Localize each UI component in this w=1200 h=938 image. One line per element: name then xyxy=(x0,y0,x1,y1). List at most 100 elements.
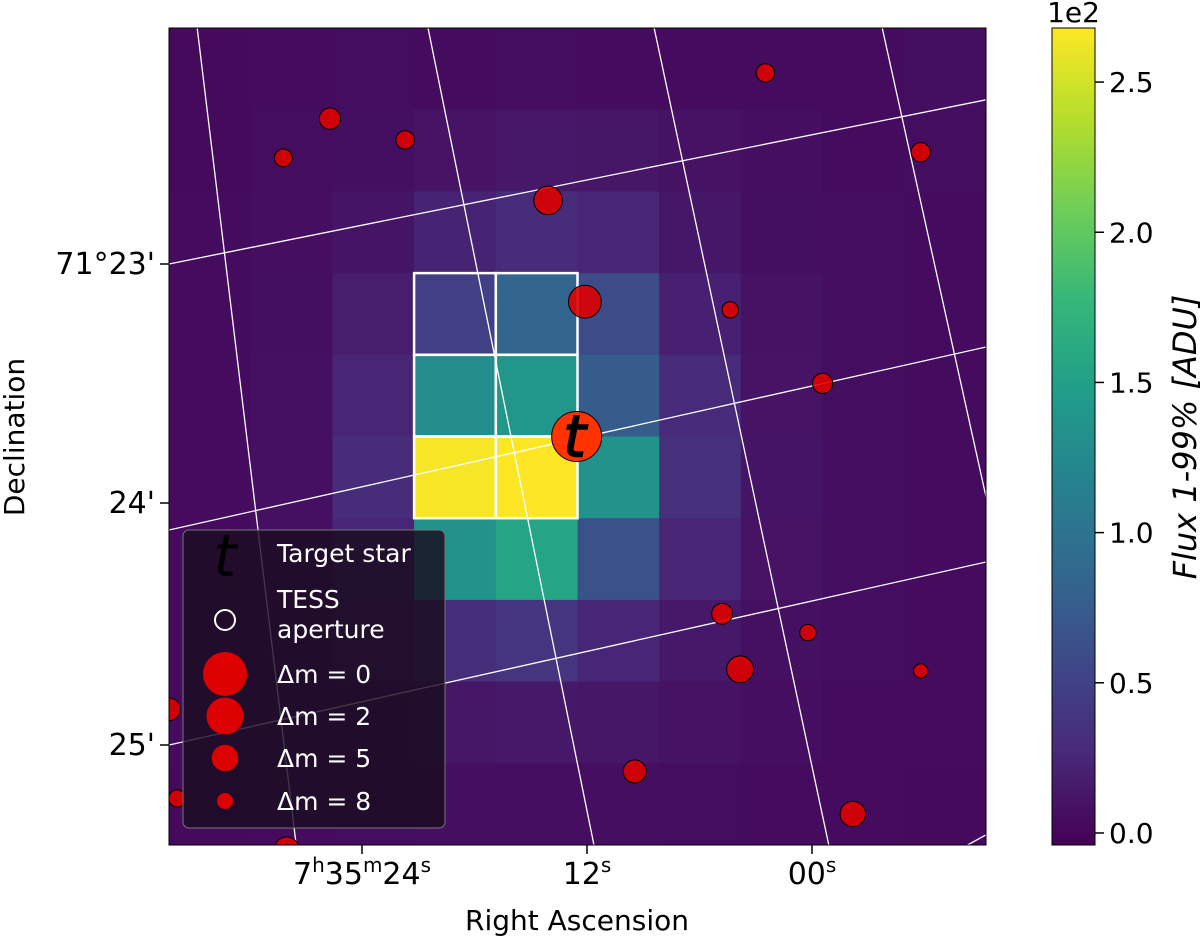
flux-pixel xyxy=(169,354,252,438)
colorbar-tick-label: 1.0 xyxy=(1109,517,1154,550)
star-marker xyxy=(726,655,755,684)
star-marker xyxy=(721,301,739,319)
flux-pixel xyxy=(577,763,660,845)
legend-label-dm: Δm = 5 xyxy=(277,744,371,773)
colorbar-tick-label: 2.5 xyxy=(1109,66,1154,99)
star-marker xyxy=(799,623,817,642)
flux-pixel xyxy=(169,28,252,111)
flux-pixel xyxy=(332,354,415,438)
flux-pixel xyxy=(659,28,742,111)
flux-pixel xyxy=(577,518,660,601)
target-marker: t xyxy=(551,402,603,471)
y-tick-label: 71°23' xyxy=(55,247,155,282)
target-star-letter: t xyxy=(563,403,588,471)
flux-pixel xyxy=(904,28,986,111)
star-marker xyxy=(318,107,342,130)
legend: t Target star TESS aperture Δm = 0 Δm = 2 Δm =… xyxy=(182,522,446,829)
flux-pixel xyxy=(822,273,905,356)
flux-pixel xyxy=(740,763,824,845)
flux-pixel xyxy=(250,354,333,438)
flux-pixel xyxy=(659,518,742,601)
star-marker xyxy=(812,372,834,394)
legend-dm-symbol xyxy=(203,652,247,696)
y-axis-ticks: 71°23' 24' 25' xyxy=(55,247,169,763)
flux-pixel xyxy=(250,436,333,519)
flux-pixel xyxy=(169,436,252,519)
colorbar: 0.0 0.5 1.0 1.5 2.0 2.5 1e2 Flux 1-99% [ADU] xyxy=(1047,0,1200,850)
flux-pixel xyxy=(822,763,905,845)
legend-label-dm: Δm = 0 xyxy=(277,660,371,689)
legend-label-aperture: TESS aperture xyxy=(276,585,385,644)
legend-label-dm: Δm = 8 xyxy=(277,787,371,816)
flux-pixel xyxy=(414,273,497,356)
y-axis-label: Declination xyxy=(0,358,31,516)
ra-grid-line xyxy=(653,28,830,845)
star-marker xyxy=(622,759,647,784)
flux-pixel xyxy=(822,109,905,192)
star-marker xyxy=(755,63,776,83)
colorbar-exponent: 1e2 xyxy=(1047,0,1100,29)
flux-pixel xyxy=(169,273,252,356)
flux-pixel xyxy=(414,354,497,438)
flux-pixel xyxy=(495,28,579,111)
flux-pixel xyxy=(495,763,579,845)
flux-pixel xyxy=(169,109,252,192)
flux-pixel xyxy=(659,436,742,519)
flux-pixel xyxy=(414,191,497,274)
flux-pixel xyxy=(740,273,824,356)
colorbar-tick-label: 0.0 xyxy=(1109,817,1154,850)
x-tick-label: 12s xyxy=(563,853,612,892)
colorbar-label: Flux 1-99% [ADU] xyxy=(1166,295,1200,580)
aperture-pixel xyxy=(494,435,579,520)
ra-grid-line xyxy=(427,28,595,845)
flux-pixel xyxy=(740,436,824,519)
x-tick-label: 00s xyxy=(788,853,837,892)
x-axis-label: Right Ascension xyxy=(465,904,689,937)
target-star-marker xyxy=(551,411,603,462)
legend-dm-symbol xyxy=(217,793,233,809)
flux-pixel xyxy=(822,681,905,764)
flux-pixel xyxy=(250,273,333,356)
flux-pixel xyxy=(577,109,660,192)
flux-pixel xyxy=(659,763,742,845)
flux-pixel xyxy=(740,28,824,111)
colorbar-tick-label: 1.5 xyxy=(1109,366,1154,399)
x-axis-ticks: 7h35m24s 12s 00s xyxy=(293,845,836,892)
flux-pixel xyxy=(740,354,824,438)
flux-pixel xyxy=(414,436,497,519)
flux-pixel xyxy=(414,109,497,192)
star-marker xyxy=(274,836,299,845)
y-tick-label: 24' xyxy=(109,486,155,521)
flux-pixel xyxy=(495,599,579,683)
flux-pixel xyxy=(822,191,905,274)
flux-pixel xyxy=(822,436,905,519)
star-marker xyxy=(533,185,563,216)
colorbar-gradient xyxy=(1051,27,1096,846)
flux-pixel xyxy=(740,518,824,601)
plot-frame xyxy=(168,27,987,846)
legend-aperture-symbol xyxy=(214,609,236,631)
flux-pixel xyxy=(414,28,497,111)
ra-grid-line xyxy=(881,28,986,500)
flux-pixel xyxy=(740,109,824,192)
flux-pixel xyxy=(332,191,415,274)
flux-pixel xyxy=(250,28,333,111)
flux-pixel xyxy=(659,191,742,274)
legend-box xyxy=(182,529,446,829)
star-marker xyxy=(711,602,734,625)
flux-pixel xyxy=(659,109,742,192)
star-markers xyxy=(169,63,931,845)
flux-pixel xyxy=(904,518,986,601)
star-marker xyxy=(913,663,929,679)
legend-dm-symbol xyxy=(211,744,239,772)
flux-pixel xyxy=(822,354,905,438)
flux-pixel xyxy=(659,681,742,764)
flux-pixel xyxy=(822,599,905,683)
star-marker xyxy=(395,130,415,150)
legend-target-symbol: t xyxy=(214,522,239,590)
flux-pixel xyxy=(332,273,415,356)
colorbar-ticks: 0.0 0.5 1.0 1.5 2.0 2.5 xyxy=(1095,66,1154,850)
flux-pixel xyxy=(577,28,660,111)
x-tick-label: 7h35m24s xyxy=(293,853,431,892)
